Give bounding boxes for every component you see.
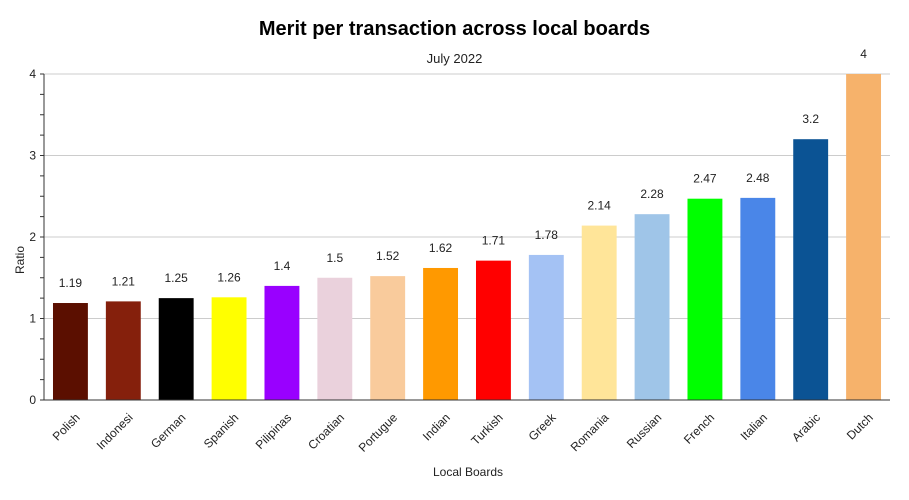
bar — [264, 285, 300, 400]
x-tick-label: French — [681, 410, 717, 446]
data-label: 1.4 — [274, 259, 291, 273]
y-tick-label: 4 — [29, 67, 36, 81]
bar — [105, 301, 141, 400]
y-axis-title: Ratio — [13, 246, 27, 274]
data-label: 3.2 — [802, 112, 819, 126]
chart-subtitle: July 2022 — [426, 51, 483, 66]
x-tick-label: Arabic — [789, 410, 823, 444]
data-label: 1.21 — [112, 274, 136, 288]
bar — [634, 214, 670, 400]
x-tick-label: German — [148, 410, 189, 451]
data-labels: 1.19 1.21 1.25 1.26 1.4 1.5 1.52 1.62 1.71 1.78 2.… — [59, 47, 867, 290]
data-label: 1.19 — [59, 276, 83, 290]
data-label: 1.52 — [376, 249, 400, 263]
chart-title: Merit per transaction across local board… — [258, 18, 651, 40]
y-tick-label: 1 — [29, 312, 36, 326]
data-label: 1.25 — [165, 271, 189, 285]
x-tick-label: Romania — [568, 410, 612, 454]
x-axis-title: Local Boards — [433, 465, 503, 479]
bar — [528, 254, 564, 400]
x-tick-label: Pilipinas — [253, 410, 295, 452]
data-label: 1.71 — [482, 234, 506, 248]
bar — [423, 267, 459, 400]
data-label: 1.5 — [326, 251, 343, 265]
data-label: 4 — [860, 47, 867, 61]
bars — [52, 74, 882, 400]
x-tick-label: Portugue — [356, 410, 401, 455]
bar — [846, 74, 882, 400]
x-tick-label: Polish — [50, 410, 83, 443]
y-tick-label: 0 — [29, 393, 36, 407]
bar — [211, 297, 247, 400]
bar — [793, 139, 829, 400]
x-tick-label: Croatian — [305, 410, 347, 452]
bar — [581, 225, 617, 400]
data-label: 1.62 — [429, 241, 453, 255]
data-label: 1.78 — [535, 228, 559, 242]
y-tick-label: 2 — [29, 230, 36, 244]
x-tick-label: Spanish — [201, 410, 242, 451]
bar — [317, 277, 353, 400]
x-tick-label: Greek — [526, 410, 560, 444]
data-label: 1.26 — [217, 270, 241, 284]
x-tick-label: Indian — [420, 410, 453, 443]
bar — [687, 198, 723, 400]
data-label: 2.14 — [588, 199, 612, 213]
bar — [158, 298, 194, 400]
data-label: 2.28 — [640, 187, 664, 201]
y-tick-label: 3 — [29, 149, 36, 163]
x-tick-label: Dutch — [844, 410, 876, 442]
bar — [740, 197, 776, 400]
bar — [52, 303, 88, 400]
data-label: 2.47 — [693, 172, 717, 186]
bar — [475, 260, 511, 400]
x-tick-label: Italian — [738, 410, 771, 443]
x-tick-label: Turkish — [468, 410, 505, 447]
bar — [370, 276, 406, 400]
x-tick-label: Indonesi — [94, 410, 136, 452]
data-label: 2.48 — [746, 171, 770, 185]
x-tick-label: Russian — [624, 410, 665, 451]
